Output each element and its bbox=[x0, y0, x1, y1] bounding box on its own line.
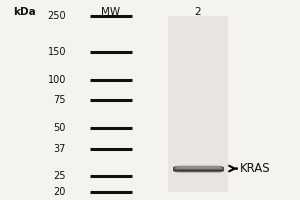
Text: kDa: kDa bbox=[13, 7, 35, 17]
Text: 50: 50 bbox=[54, 123, 66, 133]
Text: 100: 100 bbox=[48, 75, 66, 85]
Text: KRAS: KRAS bbox=[240, 162, 271, 175]
Text: 25: 25 bbox=[53, 171, 66, 181]
Text: 75: 75 bbox=[53, 95, 66, 105]
Text: 20: 20 bbox=[54, 187, 66, 197]
Text: MW: MW bbox=[101, 7, 121, 17]
Text: 150: 150 bbox=[47, 47, 66, 57]
Text: 250: 250 bbox=[47, 11, 66, 21]
Text: 37: 37 bbox=[54, 144, 66, 154]
Text: 2: 2 bbox=[195, 7, 201, 17]
Bar bbox=[168, 16, 228, 192]
